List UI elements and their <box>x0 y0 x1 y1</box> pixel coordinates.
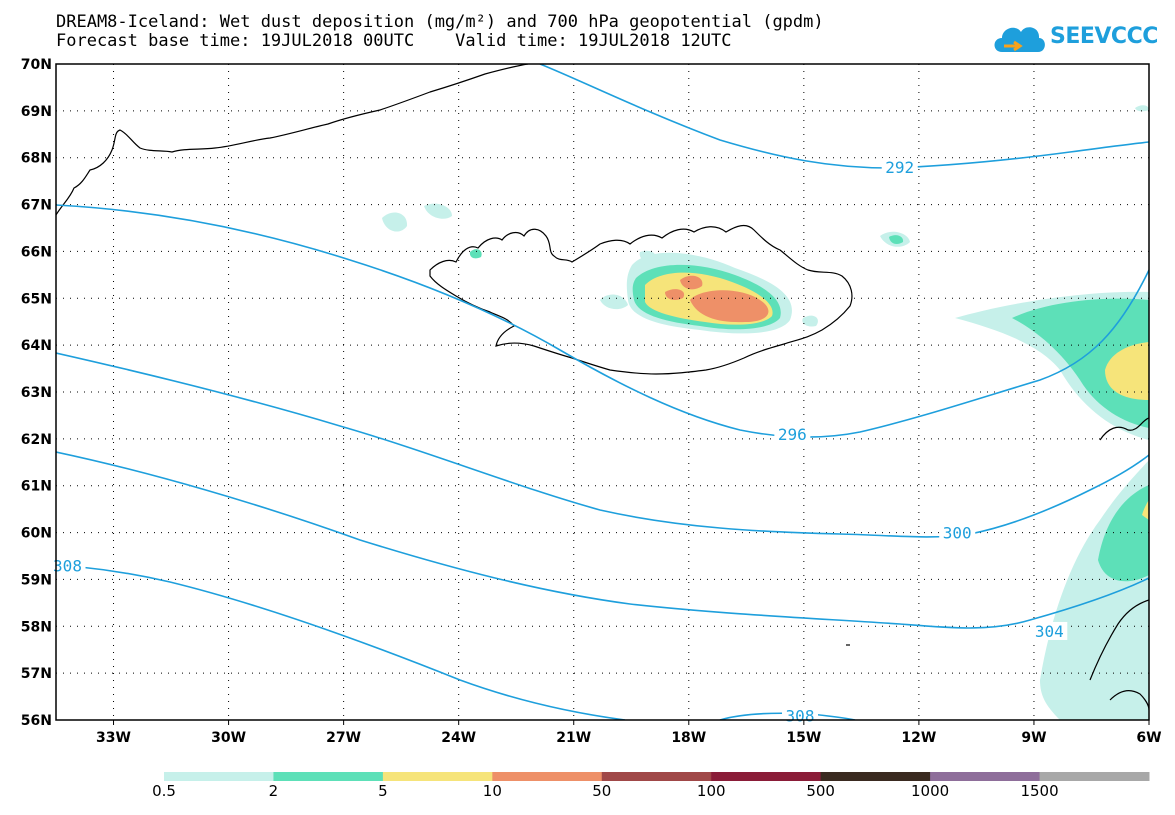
dust-area-10 <box>665 289 685 300</box>
dust-area-2 <box>889 235 904 245</box>
contour-label: 304 <box>1035 622 1064 641</box>
legend-label: 10 <box>482 782 502 800</box>
lon-label: 27W <box>326 730 361 746</box>
legend-swatch <box>273 772 384 781</box>
legend-label: 1500 <box>1020 782 1059 800</box>
legend-swatch <box>164 772 274 781</box>
legend-label: 1000 <box>911 782 950 800</box>
contour-label: 292 <box>885 158 914 177</box>
lon-label: 21W <box>556 730 591 746</box>
contour-label-bg <box>1031 621 1068 640</box>
lat-label: 56N <box>21 713 52 729</box>
dust-area-5 <box>1105 342 1149 400</box>
lon-label: 24W <box>441 730 476 746</box>
contour-304 <box>56 451 1149 629</box>
dust-area-2 <box>469 249 482 259</box>
lat-label: 68N <box>21 151 52 167</box>
dust-deposition-shading <box>382 105 1149 720</box>
dust-area-0.5 <box>382 212 408 232</box>
scotland-coast <box>1089 417 1149 711</box>
legend-label: 50 <box>592 782 612 800</box>
coastlines <box>56 64 1149 711</box>
lat-label: 58N <box>21 619 52 635</box>
dust-area-0.5 <box>639 250 657 263</box>
longitude-labels: 33W 30W 27W 24W 21W 18W 15W 12W 9W 6W <box>96 720 1162 746</box>
dust-area-2 <box>1098 485 1149 582</box>
iceland-coast <box>429 224 853 375</box>
contour-296 <box>56 204 1149 438</box>
legend-swatch <box>711 772 822 781</box>
legend-swatch <box>382 772 493 781</box>
lat-label: 61N <box>21 479 52 495</box>
lat-label: 64N <box>21 338 52 354</box>
dust-area-0.5 <box>1135 105 1149 112</box>
color-legend <box>164 772 1150 781</box>
contour-label-bg <box>939 523 976 542</box>
contour-300 <box>56 352 1149 538</box>
lon-label: 6W <box>1136 730 1161 746</box>
dust-area-10 <box>680 275 703 290</box>
lat-label: 59N <box>21 572 52 588</box>
map-frame <box>55 63 1150 721</box>
contour-label: 308 <box>786 706 815 725</box>
lon-label: 30W <box>211 730 246 746</box>
legend-label: 0.5 <box>152 782 176 800</box>
lat-label: 62N <box>21 432 52 448</box>
greenland-coast <box>56 64 529 216</box>
legend-label: 2 <box>268 782 279 800</box>
contour-label-bg <box>49 556 86 575</box>
seevccc-logo: SEEVCCC <box>990 20 1158 60</box>
contour-label: 300 <box>943 524 972 543</box>
legend-label: 500 <box>806 782 835 800</box>
dust-area-5 <box>1142 500 1149 520</box>
graticule <box>56 64 1149 720</box>
lon-label: 9W <box>1021 730 1046 746</box>
dust-area-2 <box>1012 298 1149 428</box>
map-title: DREAM8-Iceland: Wet dust deposition (mg/… <box>56 12 824 32</box>
contour-labels: 292 296 300 304 308 308 <box>49 158 1068 725</box>
lat-label: 66N <box>21 244 52 260</box>
latitude-labels: 70N 69N 68N 67N 66N 65N 64N 63N 62N 61N 60N 59N 58N 5… <box>21 57 52 729</box>
legend-swatch <box>820 772 931 781</box>
logo-text: SEEVCCC <box>1050 24 1158 49</box>
legend-swatch <box>1039 772 1150 781</box>
lat-label: 60N <box>21 526 52 542</box>
lat-label: 69N <box>21 104 52 120</box>
contour-292 <box>539 64 1149 169</box>
lon-label: 33W <box>96 730 131 746</box>
dust-area-0.5 <box>424 203 452 219</box>
contour-308 <box>79 566 626 720</box>
lon-label: 12W <box>901 730 936 746</box>
legend-label: 100 <box>696 782 726 800</box>
lat-label: 70N <box>21 57 52 73</box>
contour-label: 296 <box>778 425 807 444</box>
lat-label: 57N <box>21 666 52 682</box>
lat-label: 67N <box>21 198 52 214</box>
lon-label: 15W <box>786 730 821 746</box>
legend-swatch <box>930 772 1041 781</box>
geopotential-contours <box>56 64 1149 720</box>
legend-label: 5 <box>378 782 388 800</box>
lat-label: 65N <box>21 291 52 307</box>
contour-label: 308 <box>53 556 82 575</box>
dust-area-0.5 <box>600 294 628 310</box>
cloud-icon <box>994 27 1045 52</box>
dust-area-10 <box>690 290 769 323</box>
contour-label-bg <box>774 425 811 444</box>
legend-swatch <box>601 772 712 781</box>
lon-label: 18W <box>671 730 706 746</box>
dust-area-0.5 <box>802 315 818 327</box>
lat-label: 63N <box>21 385 52 401</box>
forecast-time-subtitle: Forecast base time: 19JUL2018 00UTC Vali… <box>56 31 732 51</box>
contour-label-bg <box>881 158 918 177</box>
legend-swatch <box>492 772 603 781</box>
